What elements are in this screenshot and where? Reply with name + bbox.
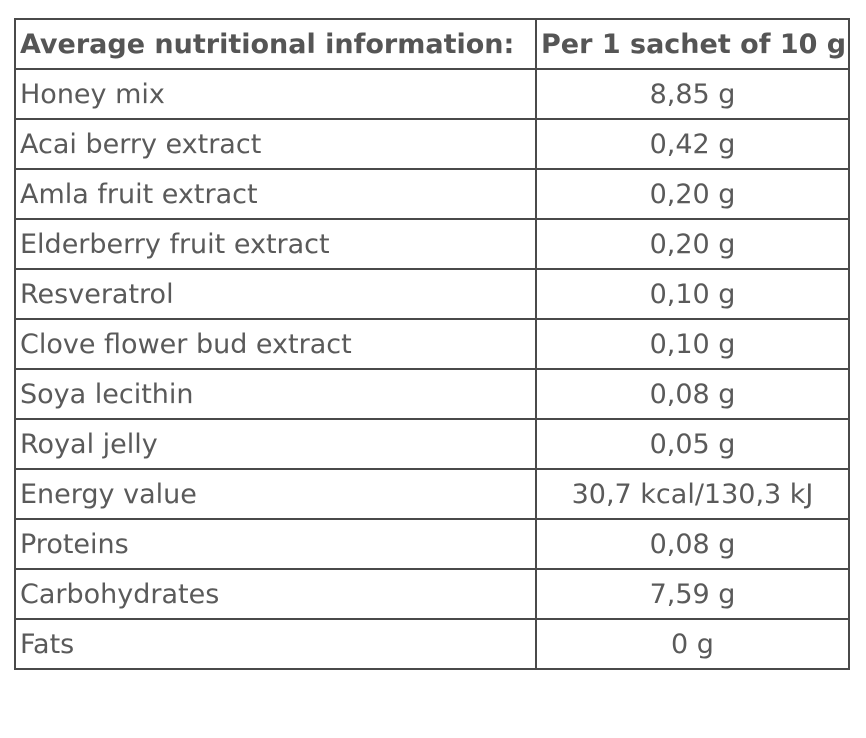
row-value: 0,10 g — [535, 268, 850, 320]
row-label: Energy value — [14, 468, 537, 520]
table-row: Clove flower bud extract 0,10 g — [14, 318, 850, 370]
row-label: Elderberry fruit extract — [14, 218, 537, 270]
table-row: Carbohydrates 7,59 g — [14, 568, 850, 620]
row-label: Carbohydrates — [14, 568, 537, 620]
table-row: Royal jelly 0,05 g — [14, 418, 850, 470]
row-value: 8,85 g — [535, 68, 850, 120]
row-value: 30,7 kcal/130,3 kJ — [535, 468, 850, 520]
table-row: Elderberry fruit extract 0,20 g — [14, 218, 850, 270]
header-per-sachet: Per 1 sachet of 10 g — [535, 18, 850, 70]
row-value: 0,08 g — [535, 518, 850, 570]
table-header: Average nutritional information: Per 1 s… — [14, 18, 850, 70]
table-row: Proteins 0,08 g — [14, 518, 850, 570]
table-row: Energy value 30,7 kcal/130,3 kJ — [14, 468, 850, 520]
row-value: 0,10 g — [535, 318, 850, 370]
row-value: 0,20 g — [535, 218, 850, 270]
row-value: 0,05 g — [535, 418, 850, 470]
row-label: Soya lecithin — [14, 368, 537, 420]
row-value: 7,59 g — [535, 568, 850, 620]
row-label: Amla fruit extract — [14, 168, 537, 220]
row-value: 0,08 g — [535, 368, 850, 420]
header-nutrient: Average nutritional information: — [14, 18, 537, 70]
table-body: Honey mix 8,85 g Acai berry extract 0,42… — [14, 68, 850, 670]
table-row: Honey mix 8,85 g — [14, 68, 850, 120]
table-row: Fats 0 g — [14, 618, 850, 670]
row-label: Fats — [14, 618, 537, 670]
row-label: Proteins — [14, 518, 537, 570]
row-value: 0,20 g — [535, 168, 850, 220]
row-label: Royal jelly — [14, 418, 537, 470]
row-label: Acai berry extract — [14, 118, 537, 170]
header-row: Average nutritional information: Per 1 s… — [14, 18, 850, 70]
row-label: Clove flower bud extract — [14, 318, 537, 370]
table-row: Amla fruit extract 0,20 g — [14, 168, 850, 220]
row-label: Honey mix — [14, 68, 537, 120]
row-value: 0,42 g — [535, 118, 850, 170]
row-label: Resveratrol — [14, 268, 537, 320]
table-row: Resveratrol 0,10 g — [14, 268, 850, 320]
nutrition-table: Average nutritional information: Per 1 s… — [14, 18, 850, 670]
table-row: Soya lecithin 0,08 g — [14, 368, 850, 420]
row-value: 0 g — [535, 618, 850, 670]
table-row: Acai berry extract 0,42 g — [14, 118, 850, 170]
